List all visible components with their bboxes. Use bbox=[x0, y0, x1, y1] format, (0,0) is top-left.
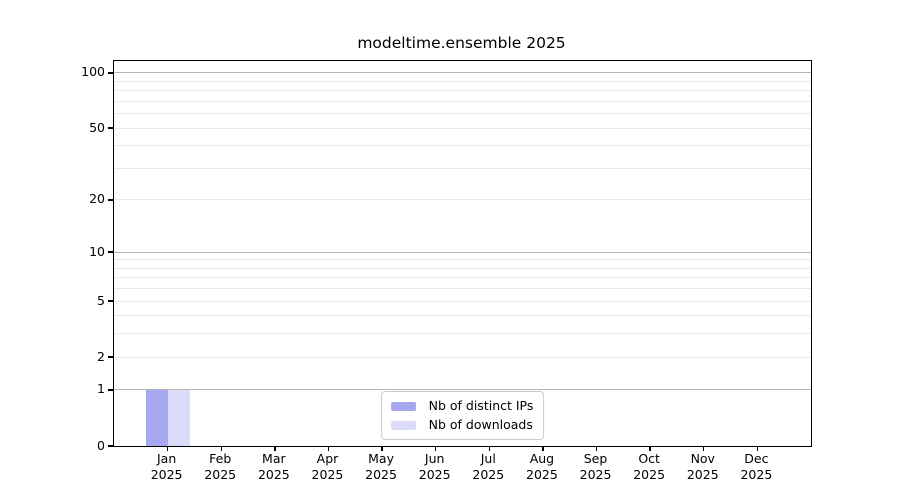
x-tick-month: Jun bbox=[424, 451, 445, 466]
x-tick-month: Sep bbox=[583, 451, 608, 466]
x-tick-mark bbox=[434, 446, 437, 451]
plot-area: Nb of distinct IPs Nb of downloads bbox=[108, 60, 812, 451]
y-tick-label: 1 bbox=[97, 381, 105, 397]
x-tick-year: 2025 bbox=[257, 466, 290, 482]
x-tick-month: Dec bbox=[744, 451, 769, 466]
minor-gridline bbox=[114, 300, 811, 302]
x-tick-month: Mar bbox=[262, 451, 286, 466]
x-tick-month: Oct bbox=[638, 451, 660, 466]
x-tick-mark bbox=[595, 446, 598, 451]
x-tick-year: 2025 bbox=[472, 466, 505, 482]
x-tick-year: 2025 bbox=[579, 466, 612, 482]
x-tick-label: Jun 2025 bbox=[393, 451, 477, 482]
x-tick-month: Jul bbox=[480, 451, 496, 466]
x-tick-label: Oct 2025 bbox=[607, 451, 691, 482]
y-tick-mark bbox=[108, 72, 114, 74]
x-tick-mark bbox=[488, 446, 490, 451]
x-tick-year: 2025 bbox=[150, 466, 183, 482]
major-gridline bbox=[114, 389, 811, 391]
x-tick-mark bbox=[166, 446, 169, 451]
x-tick-label: Apr 2025 bbox=[285, 451, 369, 482]
minor-gridline bbox=[114, 315, 811, 317]
minor-gridline bbox=[114, 90, 811, 92]
minor-gridline bbox=[114, 259, 811, 261]
y-tick-label: 20 bbox=[89, 191, 105, 207]
bar-distinct-ips bbox=[145, 389, 168, 446]
x-tick-label: Nov 2025 bbox=[661, 451, 745, 482]
x-tick-label: Dec 2025 bbox=[714, 451, 798, 482]
x-tick-month: Nov bbox=[690, 451, 715, 466]
minor-gridline bbox=[114, 127, 811, 129]
x-tick-month: Feb bbox=[209, 451, 232, 466]
x-tick-mark bbox=[703, 446, 705, 451]
y-tick-mark bbox=[108, 389, 114, 391]
x-tick-year: 2025 bbox=[526, 466, 558, 482]
x-tick-label: May 2025 bbox=[339, 451, 423, 482]
legend-label: Nb of distinct IPs bbox=[428, 398, 534, 413]
x-tick-label: Jan 2025 bbox=[125, 451, 209, 482]
y-tick-mark bbox=[108, 127, 114, 129]
y-tick-label: 10 bbox=[89, 243, 105, 259]
minor-gridline bbox=[114, 167, 811, 169]
x-tick-month: Jan bbox=[156, 451, 177, 466]
x-tick-month: Apr bbox=[316, 451, 339, 466]
y-tick-mark bbox=[108, 251, 114, 253]
bar-downloads bbox=[167, 389, 190, 446]
y-tick-label: 50 bbox=[89, 119, 105, 135]
y-tick-mark bbox=[108, 199, 114, 201]
x-tick-year: 2025 bbox=[740, 466, 773, 482]
y-tick-label: 100 bbox=[81, 64, 105, 80]
x-tick-year: 2025 bbox=[365, 466, 397, 482]
legend-label: Nb of downloads bbox=[428, 417, 533, 432]
x-tick-label: Feb 2025 bbox=[178, 451, 262, 482]
minor-gridline bbox=[114, 288, 811, 290]
x-tick-mark bbox=[649, 446, 651, 451]
chart-title: modeltime.ensemble 2025 bbox=[357, 34, 566, 52]
major-gridline bbox=[114, 251, 811, 253]
x-tick-mark bbox=[327, 446, 330, 451]
legend-entry: Nb of distinct IPs bbox=[390, 398, 534, 414]
minor-gridline bbox=[114, 80, 811, 82]
x-tick-month: May bbox=[368, 451, 394, 466]
x-tick-year: 2025 bbox=[633, 466, 666, 482]
y-tick-mark bbox=[108, 445, 114, 447]
x-tick-label: Jul 2025 bbox=[446, 451, 530, 482]
y-tick-label: 0 bbox=[97, 437, 105, 453]
minor-gridline bbox=[114, 356, 811, 358]
x-tick-mark bbox=[756, 446, 759, 451]
x-tick-mark bbox=[220, 446, 222, 451]
minor-gridline bbox=[114, 113, 811, 115]
x-tick-label: Sep 2025 bbox=[554, 451, 638, 482]
y-tick-mark bbox=[108, 300, 114, 302]
x-tick-mark bbox=[542, 446, 544, 451]
x-tick-label: Aug 2025 bbox=[500, 451, 584, 482]
x-tick-year: 2025 bbox=[204, 466, 237, 482]
x-tick-label: Mar 2025 bbox=[232, 451, 316, 482]
legend: Nb of distinct IPs Nb of downloads bbox=[380, 391, 545, 440]
y-tick-label: 5 bbox=[97, 292, 105, 308]
legend-swatch bbox=[390, 420, 416, 430]
x-tick-mark bbox=[274, 446, 276, 451]
x-tick-mark bbox=[381, 446, 383, 451]
minor-gridline bbox=[114, 100, 811, 102]
legend-swatch bbox=[390, 401, 416, 411]
major-gridline bbox=[114, 72, 811, 74]
minor-gridline bbox=[114, 267, 811, 269]
minor-gridline bbox=[114, 333, 811, 335]
y-tick-mark bbox=[108, 356, 114, 358]
x-tick-year: 2025 bbox=[418, 466, 451, 482]
minor-gridline bbox=[114, 145, 811, 147]
minor-gridline bbox=[114, 199, 811, 201]
y-axis-labels: 0 1 2 5 10 20 50 100 bbox=[0, 60, 105, 452]
legend-entry: Nb of downloads bbox=[390, 417, 534, 433]
x-tick-year: 2025 bbox=[686, 466, 719, 482]
minor-gridline bbox=[114, 277, 811, 279]
y-tick-label: 2 bbox=[97, 348, 105, 364]
x-tick-month: Aug bbox=[529, 451, 555, 466]
x-tick-year: 2025 bbox=[311, 466, 344, 482]
